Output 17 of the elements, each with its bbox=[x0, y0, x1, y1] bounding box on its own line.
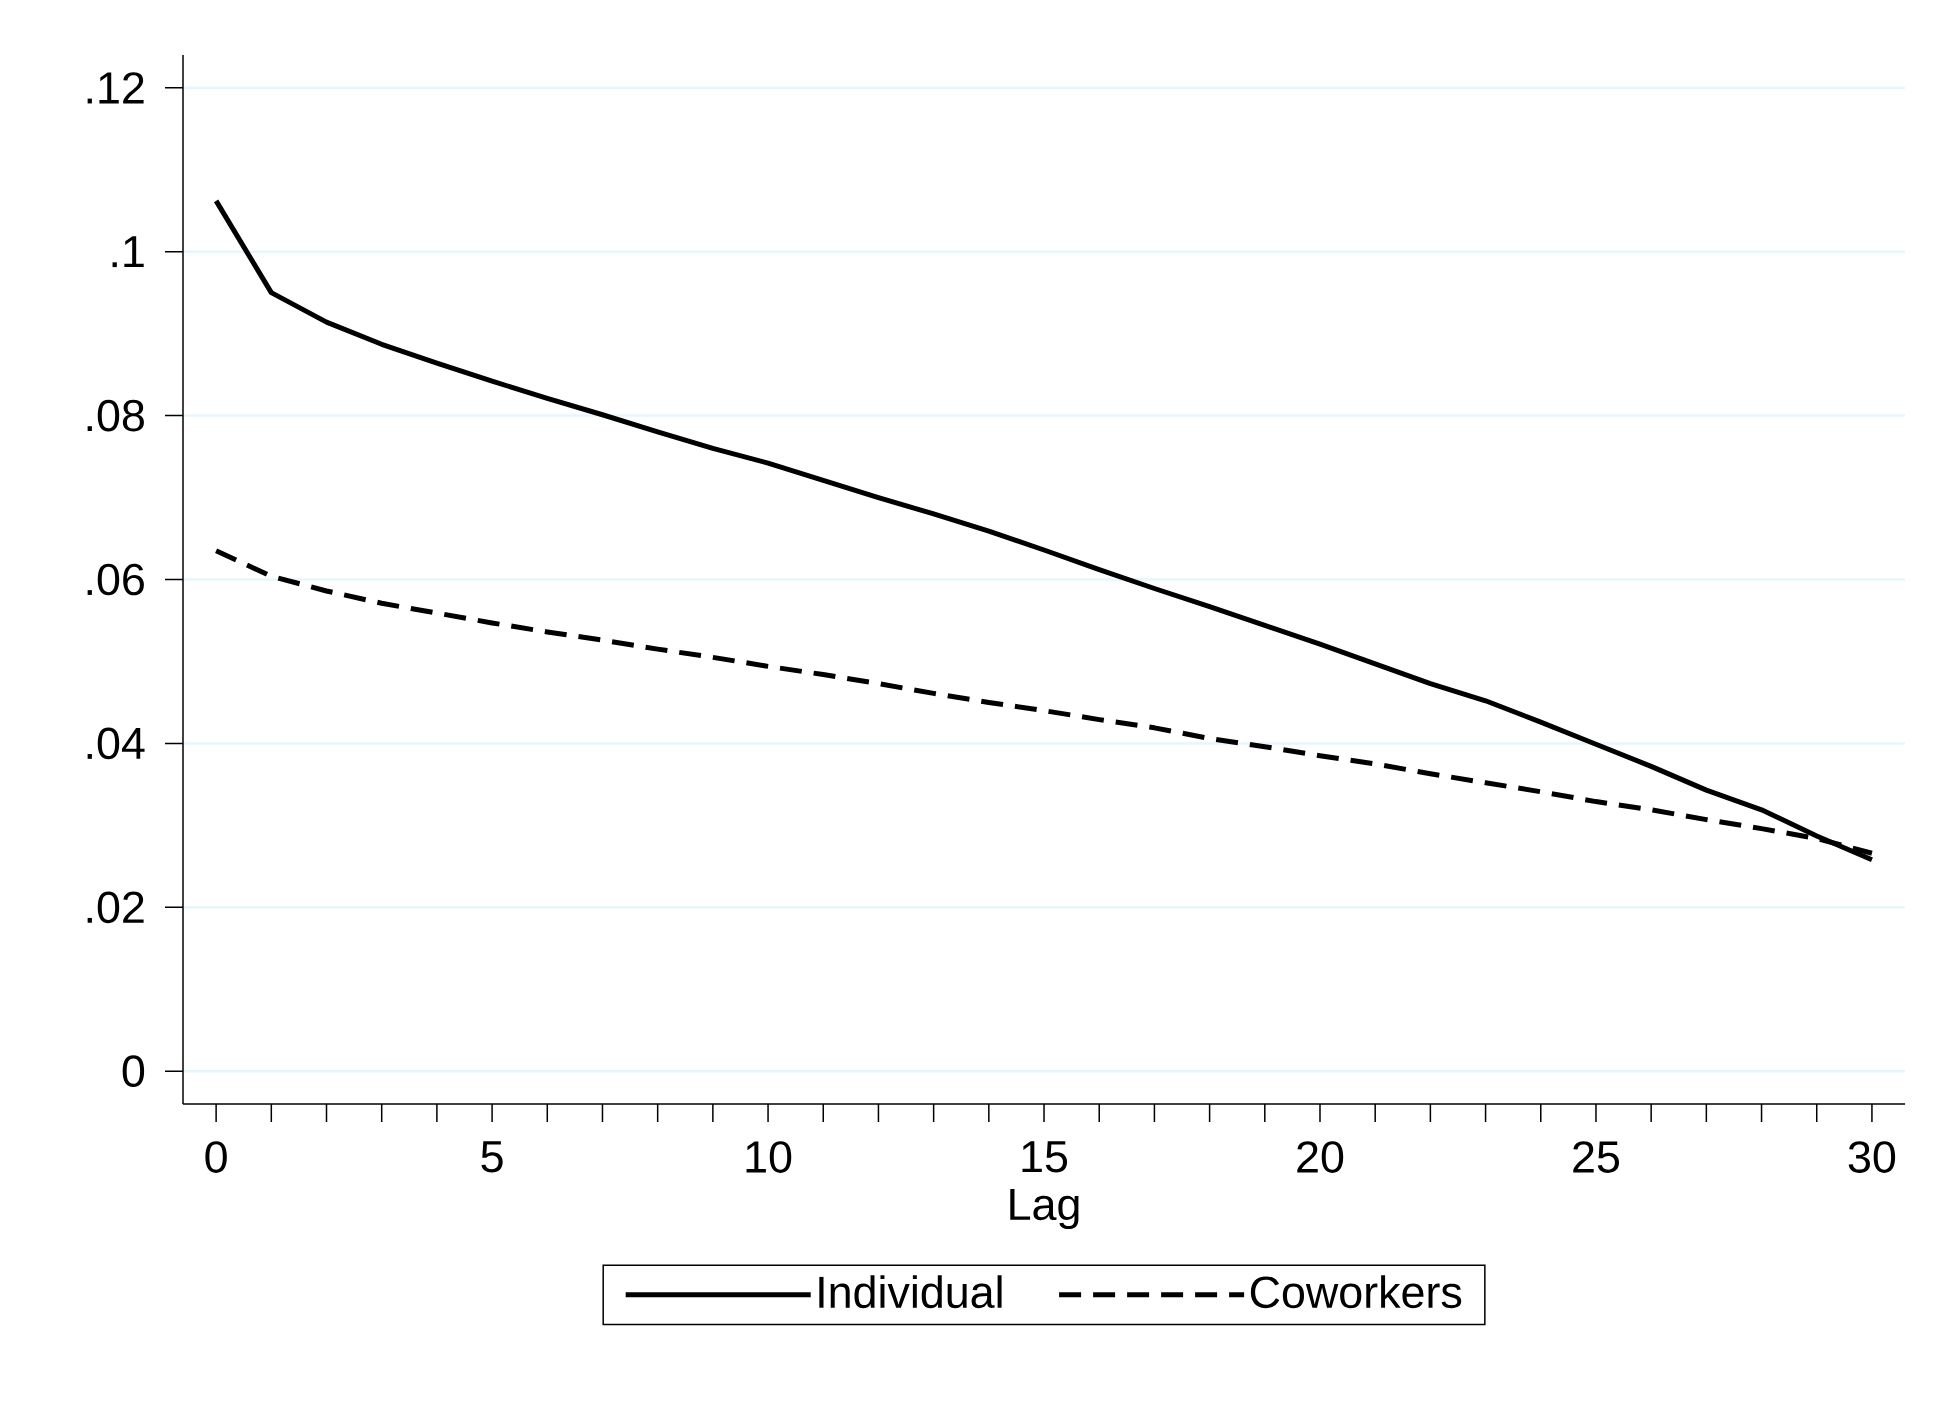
x-tick-label: 5 bbox=[481, 1141, 503, 1173]
x-tick-label: 15 bbox=[1022, 1141, 1068, 1173]
x-tick-label: 25 bbox=[1573, 1141, 1619, 1173]
y-tick-label: .06 bbox=[87, 563, 144, 596]
y-tick-label: .1 bbox=[112, 236, 144, 268]
x-tick-label: 10 bbox=[746, 1141, 792, 1173]
x-tick-label: 0 bbox=[205, 1141, 227, 1173]
y-tick-label: .12 bbox=[87, 72, 144, 104]
legend-label: Coworkers bbox=[1250, 1275, 1462, 1309]
y-tick-label: .02 bbox=[87, 891, 144, 924]
x-tick-label: 30 bbox=[1848, 1141, 1896, 1173]
legend-label: Individual bbox=[819, 1275, 1002, 1309]
y-tick-label: .04 bbox=[87, 727, 145, 760]
x-axis-title: Lag bbox=[1010, 1188, 1079, 1230]
y-tick-label: .08 bbox=[87, 399, 144, 432]
y-tick-label: 0 bbox=[122, 1055, 145, 1088]
x-tick-label: 20 bbox=[1297, 1141, 1344, 1173]
